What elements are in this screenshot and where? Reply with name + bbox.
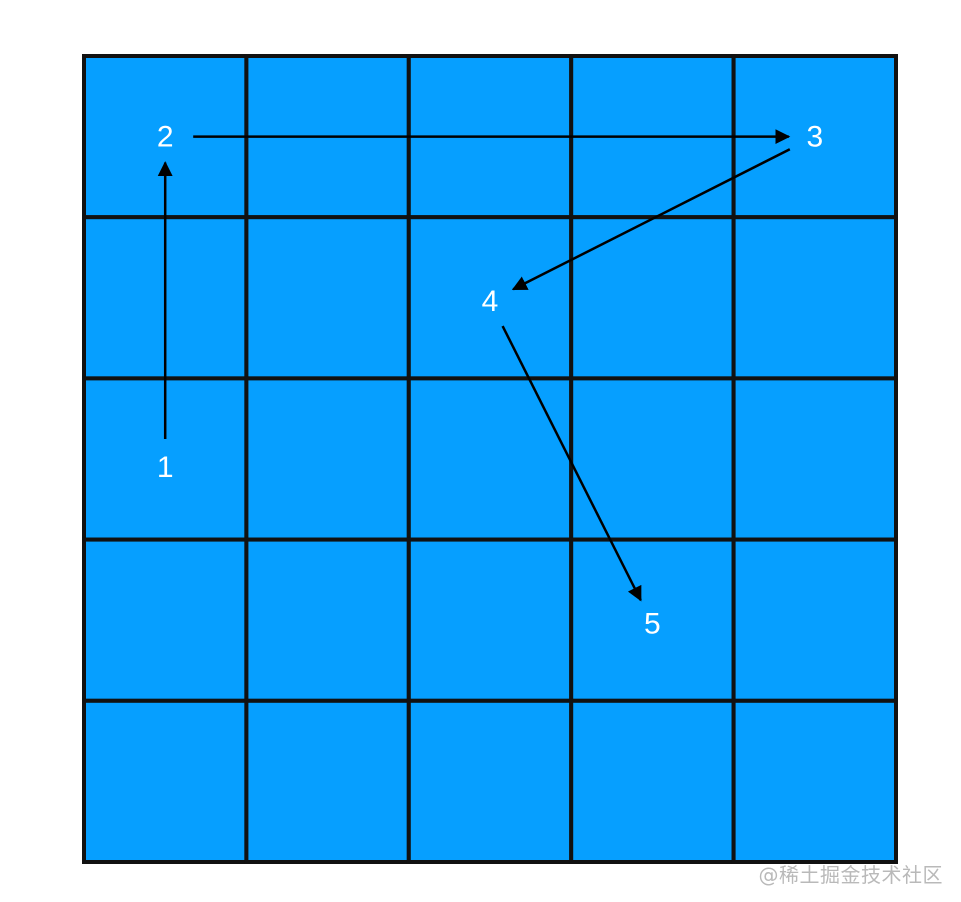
grid-cell	[244, 376, 411, 542]
arrow-3-to-4	[511, 148, 791, 291]
cell-label-3: 3	[806, 121, 823, 154]
grid-cell	[244, 215, 411, 381]
grid-cell	[569, 215, 736, 381]
path-arrows	[157, 129, 791, 602]
grid-cell	[569, 698, 736, 864]
cell-label-2: 2	[157, 121, 174, 154]
grid-cell	[244, 698, 411, 864]
cell-labels: 1 2 3 4 5	[157, 121, 823, 641]
grid-cell	[406, 537, 574, 703]
cell-label-1: 1	[157, 451, 174, 484]
cell-label-4: 4	[482, 285, 499, 318]
grid-cell	[569, 376, 736, 542]
grid-cell	[406, 376, 574, 542]
grid-cell	[82, 698, 249, 864]
grid-cell	[406, 698, 574, 864]
grid-cell	[731, 698, 898, 864]
grid-cell	[82, 537, 249, 703]
grid-cell	[731, 215, 898, 381]
grid-cell	[731, 376, 898, 542]
grid-cell	[244, 537, 411, 703]
watermark: @稀土掘金技术社区	[758, 863, 943, 887]
grid-cell	[731, 537, 898, 703]
grid-cells	[82, 54, 898, 864]
arrow-4-to-5	[501, 325, 642, 602]
cell-label-5: 5	[644, 607, 661, 640]
